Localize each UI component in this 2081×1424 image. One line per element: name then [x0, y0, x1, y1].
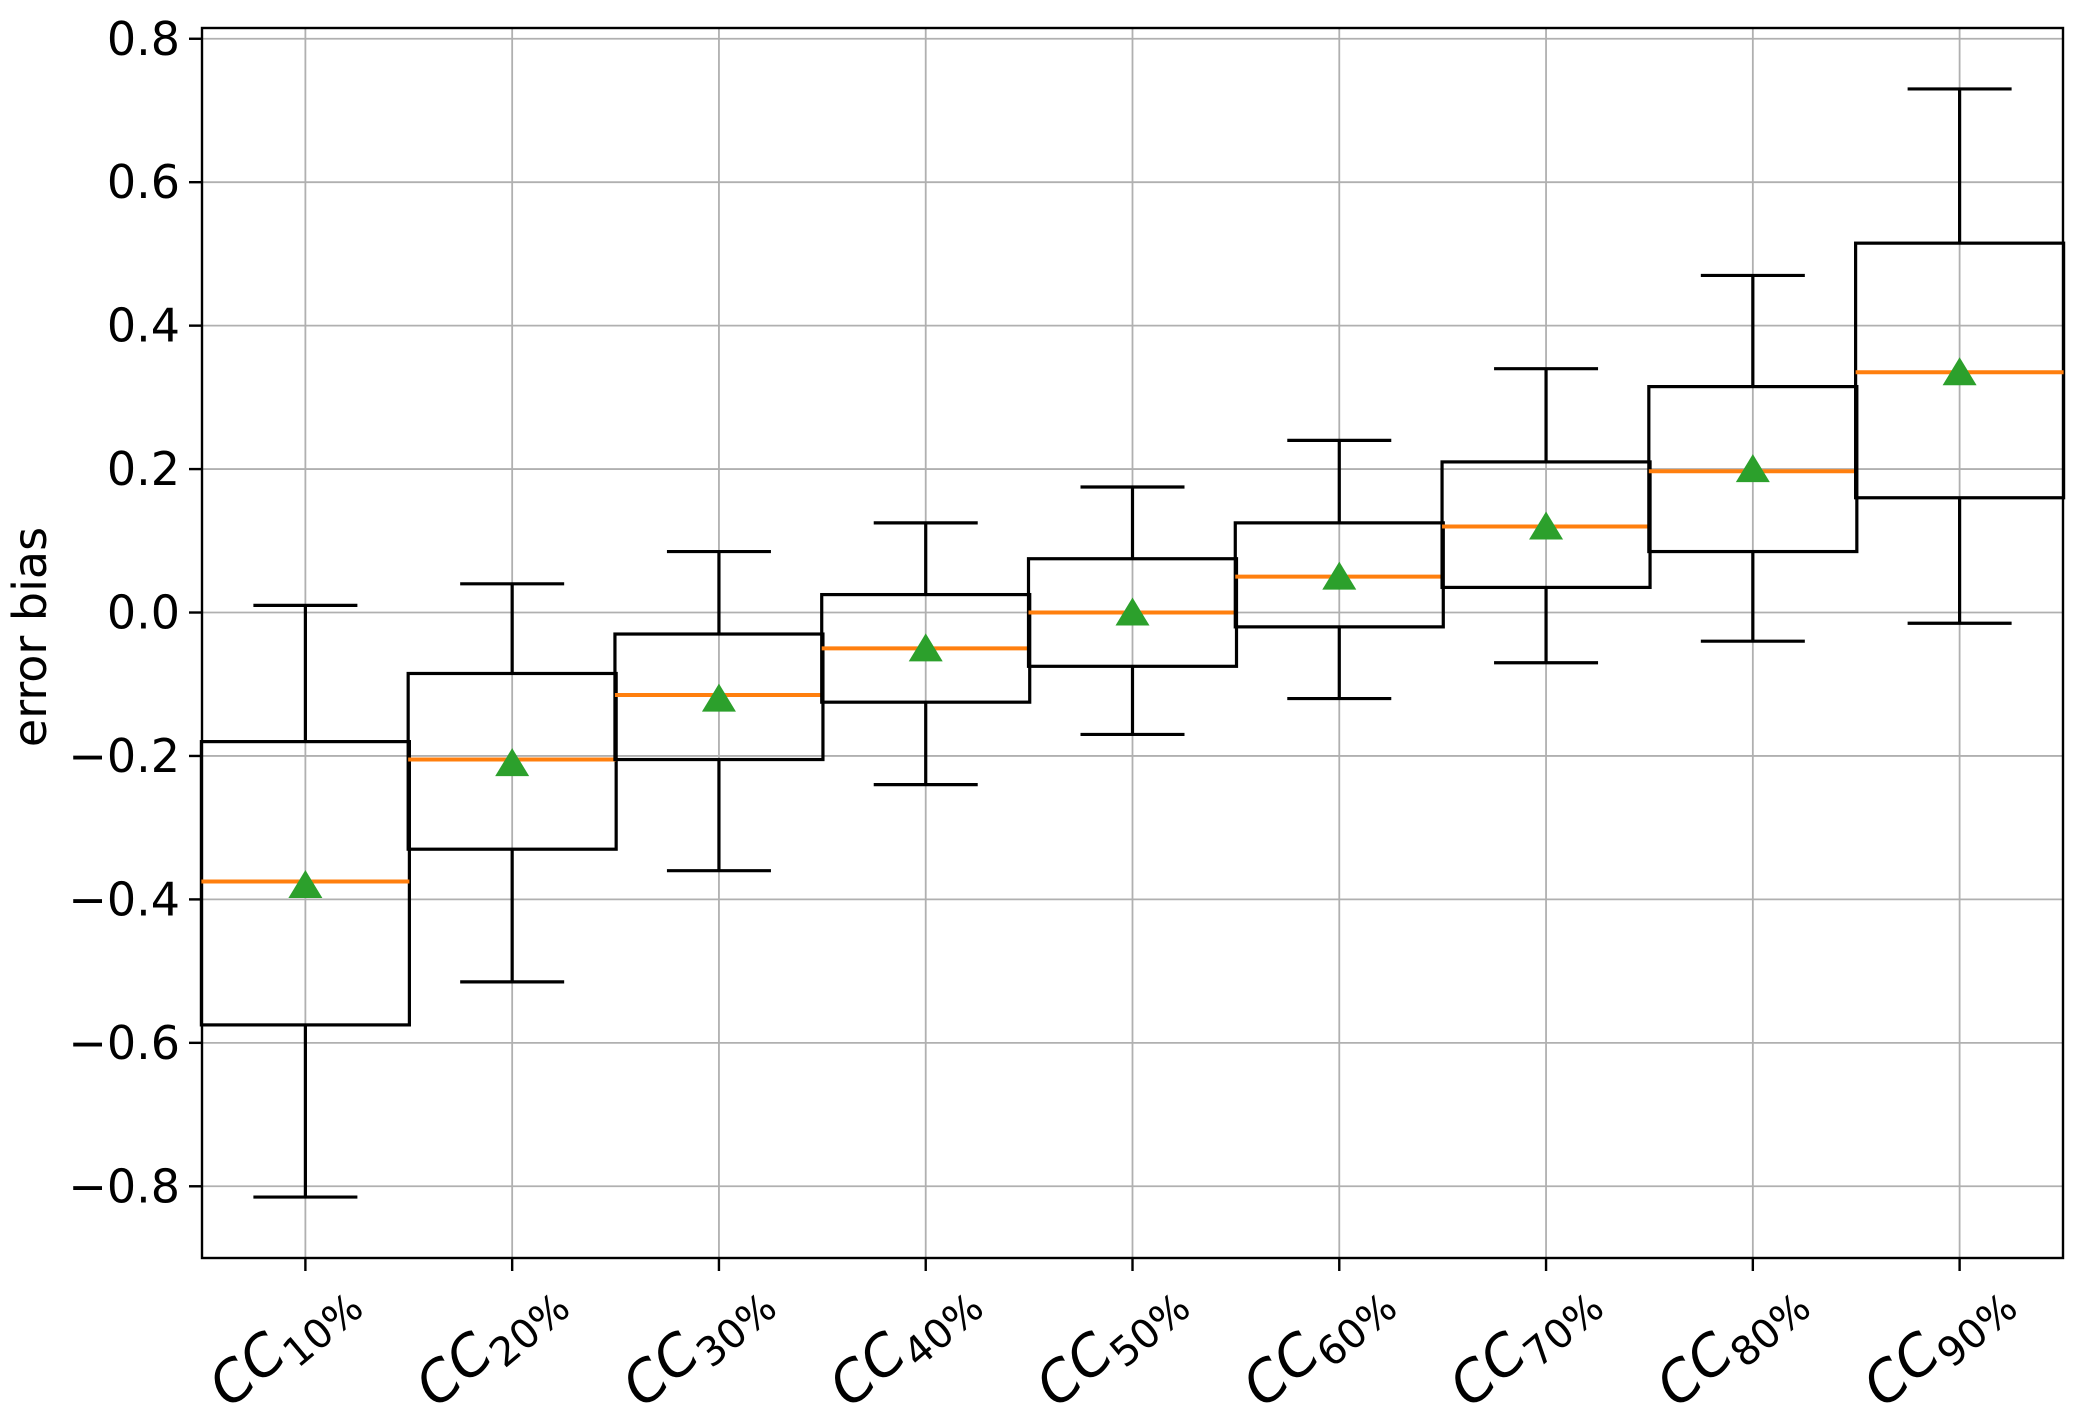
mean-marker [1115, 597, 1150, 626]
box-group-CC20% [406, 582, 618, 984]
y-tick-label: 0.0 [107, 586, 180, 640]
box-group-CC90% [1854, 87, 2066, 625]
mean-marker [288, 870, 323, 899]
mean-marker [1735, 454, 1770, 483]
y-tick-label: 0.6 [107, 155, 180, 209]
mean-marker [1942, 357, 1977, 386]
y-tick-label: −0.2 [68, 729, 180, 783]
box-group-CC60% [1233, 438, 1445, 701]
y-axis-ticks-layer: 0.8 0.6 0.4 0.2 0.0 −0.2 −0.4 −0.6 −0.8 [68, 12, 202, 1213]
boxes-layer [199, 87, 2066, 1199]
y-tick-label: 0.8 [107, 12, 180, 66]
box-group-CC10% [199, 603, 411, 1199]
mean-marker [1322, 561, 1357, 590]
y-tick-label: −0.8 [68, 1159, 180, 1213]
mean-marker [701, 683, 736, 712]
y-tick-label: −0.4 [68, 872, 180, 926]
mean-marker [908, 633, 943, 662]
mean-marker [495, 748, 530, 777]
y-tick-label: 0.2 [107, 442, 180, 496]
y-axis-label: error bias [3, 527, 57, 747]
box-group-CC40% [820, 521, 1032, 787]
y-tick-label: 0.4 [107, 299, 180, 353]
y-tick-label: −0.6 [68, 1016, 180, 1070]
mean-marker [1529, 511, 1564, 540]
